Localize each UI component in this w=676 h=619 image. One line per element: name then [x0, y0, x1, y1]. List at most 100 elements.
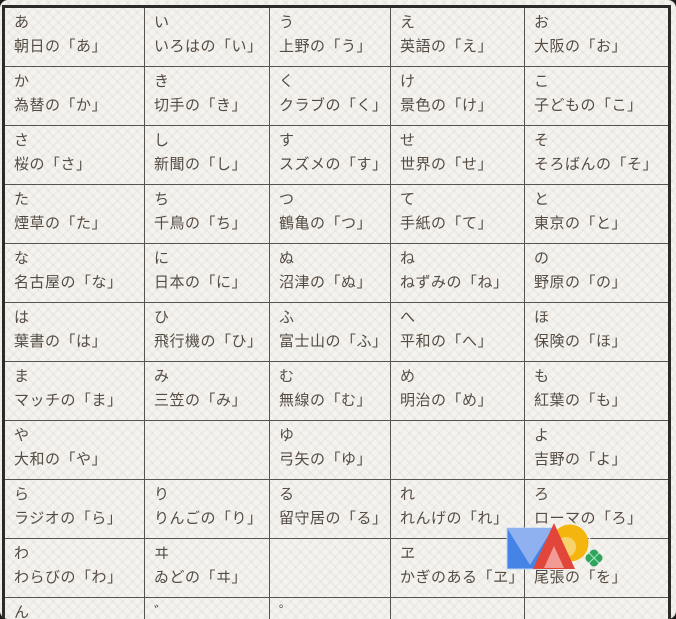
phrase-label: 明治の「め」 — [400, 392, 494, 409]
phrase-label: ゐどの「ヰ」 — [154, 569, 248, 586]
cell-ko: こ子どもの「こ」 — [524, 66, 670, 126]
kana-label: み — [154, 368, 170, 385]
kana-label: ゜ — [279, 604, 295, 619]
phrase-label: 尾張の「を」 — [534, 569, 628, 586]
cell-no: の野原の「の」 — [524, 243, 670, 303]
phrase-label: 煙草の「た」 — [14, 215, 108, 232]
phrase-label: れんげの「れ」 — [400, 510, 509, 527]
kana-label: お — [534, 14, 550, 31]
cell-fu: ふ富士山の「ふ」 — [269, 302, 391, 362]
phrase-label: 富士山の「ふ」 — [279, 333, 388, 350]
phrase-label: 飛行機の「ひ」 — [154, 333, 263, 350]
cell-e: え英語の「え」 — [390, 6, 525, 67]
kana-label: む — [279, 368, 295, 385]
phrase-label: 東京の「と」 — [534, 215, 628, 232]
phrase-label: かぎのある「ヱ」 — [400, 569, 525, 586]
cell-nu: ぬ沼津の「ぬ」 — [269, 243, 391, 303]
phrase-label: スズメの「す」 — [279, 156, 388, 173]
table-row: た煙草の「た」 ち千鳥の「ち」 つ鶴亀の「つ」 て手紙の「て」 と東京の「と」 — [3, 184, 670, 244]
kana-label: ろ — [534, 486, 550, 503]
cell-ni: に日本の「に」 — [144, 243, 270, 303]
phrase-label: 沼津の「ぬ」 — [279, 274, 373, 291]
phrase-label: わらびの「わ」 — [14, 569, 123, 586]
kana-label: し — [154, 132, 170, 149]
cell-handakuten: ゜半濁点 — [269, 597, 391, 619]
cell-yo: よ吉野の「よ」 — [524, 420, 670, 480]
cell-se: せ世界の「せ」 — [390, 125, 525, 185]
phrase-label: 切手の「き」 — [154, 97, 248, 114]
phrase-label: 子どもの「こ」 — [534, 97, 643, 114]
kana-label: ふ — [279, 309, 295, 326]
cell-n: んおしまいの「ん」 — [3, 597, 145, 619]
cell-mu: む無線の「む」 — [269, 361, 391, 421]
cell-we: ヱかぎのある「ヱ」 — [390, 538, 525, 598]
kana-label: ほ — [534, 309, 550, 326]
phrase-label: 三笠の「み」 — [154, 392, 248, 409]
phrase-label: 朝日の「あ」 — [14, 38, 108, 55]
cell-ke: け景色の「け」 — [390, 66, 525, 126]
kana-label: や — [14, 427, 30, 444]
kana-label: は — [14, 309, 30, 326]
cell-te: て手紙の「て」 — [390, 184, 525, 244]
phrase-label: 吉野の「よ」 — [534, 451, 628, 468]
phrase-label: 鶴亀の「つ」 — [279, 215, 373, 232]
kana-label: る — [279, 486, 295, 503]
cell-ta: た煙草の「た」 — [3, 184, 145, 244]
phrase-label: 保険の「ほ」 — [534, 333, 628, 350]
cell-hi: ひ飛行機の「ひ」 — [144, 302, 270, 362]
kana-label: へ — [400, 309, 416, 326]
phrase-label: 葉書の「は」 — [14, 333, 108, 350]
phrase-label: 大和の「や」 — [14, 451, 108, 468]
cell-o: お大阪の「お」 — [524, 6, 670, 67]
red-triangle-icon — [533, 523, 575, 569]
cell-ma: まマッチの「ま」 — [3, 361, 145, 421]
kana-label: り — [154, 486, 170, 503]
kana-label: よ — [534, 427, 550, 444]
cell-dakuten: ゛濁点 — [144, 597, 270, 619]
phrase-label: 景色の「け」 — [400, 97, 494, 114]
cell-empty — [269, 538, 391, 598]
cell-ho: ほ保険の「ほ」 — [524, 302, 670, 362]
cell-ra: らラジオの「ら」 — [3, 479, 145, 539]
kana-label: ゆ — [279, 427, 295, 444]
kana-label: ま — [14, 368, 30, 385]
phrase-label: 手紙の「て」 — [400, 215, 494, 232]
kana-label: ヰ — [154, 545, 170, 562]
phrase-label: りんごの「り」 — [154, 510, 263, 527]
cell-ku: くクラブの「く」 — [269, 66, 391, 126]
kana-label: ぬ — [279, 250, 295, 267]
kana-label: め — [400, 368, 416, 385]
table-row: らラジオの「ら」 りりんごの「り」 る留守居の「る」 れれんげの「れ」 ろローマ… — [3, 479, 670, 539]
phrase-label: 大阪の「お」 — [534, 38, 628, 55]
cell-ru: る留守居の「る」 — [269, 479, 391, 539]
phrase-label: 弓矢の「ゆ」 — [279, 451, 373, 468]
cell-to: と東京の「と」 — [524, 184, 670, 244]
cell-u: う上野の「う」 — [269, 6, 391, 67]
cell-ki: き切手の「き」 — [144, 66, 270, 126]
phrase-label: 英語の「え」 — [400, 38, 494, 55]
kana-label: れ — [400, 486, 416, 503]
cell-i: いいろはの「い」 — [144, 6, 270, 67]
kana-label: う — [279, 14, 295, 31]
kana-label: つ — [279, 191, 295, 208]
phrase-label: 平和の「へ」 — [400, 333, 494, 350]
kana-label: ら — [14, 486, 30, 503]
phrase-label: ラジオの「ら」 — [14, 510, 123, 527]
kana-label: の — [534, 250, 550, 267]
table-row: な名古屋の「な」 に日本の「に」 ぬ沼津の「ぬ」 ねねずみの「ね」 の野原の「の… — [3, 243, 670, 303]
cell-mi: み三笠の「み」 — [144, 361, 270, 421]
phrase-label: 日本の「に」 — [154, 274, 248, 291]
kana-label: い — [154, 14, 170, 31]
cell-yu: ゆ弓矢の「ゆ」 — [269, 420, 391, 480]
phrase-label: 為替の「か」 — [14, 97, 108, 114]
kana-label: そ — [534, 132, 550, 149]
shapes-logo — [506, 522, 603, 570]
cell-empty — [390, 420, 525, 480]
phrase-label: 名古屋の「な」 — [14, 274, 123, 291]
phrase-label: 無線の「む」 — [279, 392, 373, 409]
cell-ha: は葉書の「は」 — [3, 302, 145, 362]
phrase-label: マッチの「ま」 — [14, 392, 123, 409]
cell-so: そそろばんの「そ」 — [524, 125, 670, 185]
kana-phonetic-table: あ朝日の「あ」 いいろはの「い」 う上野の「う」 え英語の「え」 お大阪の「お」… — [2, 5, 671, 619]
